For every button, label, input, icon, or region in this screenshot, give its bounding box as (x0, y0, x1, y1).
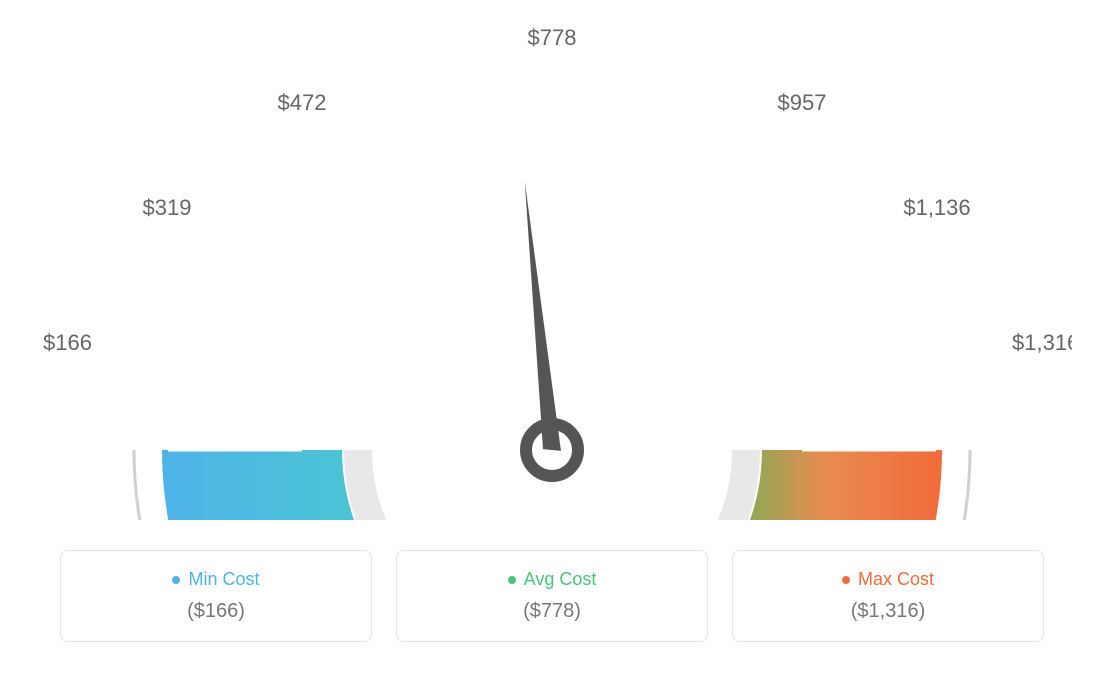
legend-card-avg: Avg Cost ($778) (396, 550, 708, 642)
legend-label-min: Min Cost (188, 569, 259, 590)
legend-dot-avg (508, 576, 516, 584)
legend-label-avg: Avg Cost (524, 569, 597, 590)
legend-label-max: Max Cost (858, 569, 934, 590)
legend-value-avg: ($778) (409, 600, 695, 623)
svg-text:$472: $472 (278, 90, 327, 115)
legend-value-min: ($166) (73, 600, 359, 623)
legend-value-max: ($1,316) (745, 600, 1031, 623)
legend-card-max: Max Cost ($1,316) (732, 550, 1044, 642)
gauge-chart: $166 $319 $472 $778 $957 $1,136 $1,316 (20, 20, 1084, 520)
svg-text:$319: $319 (143, 195, 192, 220)
legend-row: Min Cost ($166) Avg Cost ($778) Max Cost… (20, 550, 1084, 642)
svg-text:$1,136: $1,136 (903, 195, 970, 220)
svg-text:$957: $957 (778, 90, 827, 115)
legend-dot-max (842, 576, 850, 584)
legend-card-min: Min Cost ($166) (60, 550, 372, 642)
svg-text:$166: $166 (43, 330, 92, 355)
svg-text:$1,316: $1,316 (1012, 330, 1072, 355)
legend-dot-min (172, 576, 180, 584)
svg-text:$778: $778 (528, 25, 577, 50)
